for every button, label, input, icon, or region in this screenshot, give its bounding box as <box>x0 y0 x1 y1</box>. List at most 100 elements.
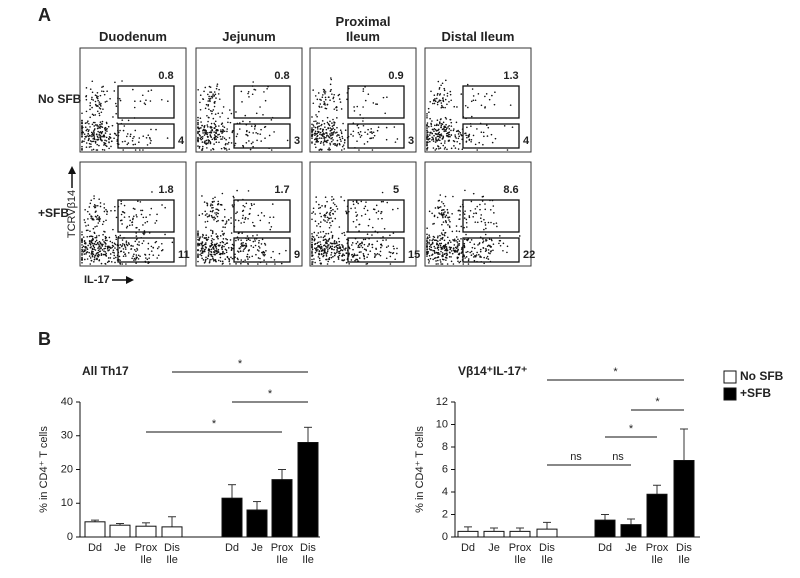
flow-event <box>392 253 394 255</box>
flow-event <box>227 121 229 123</box>
flow-event <box>319 257 321 259</box>
flow-event <box>448 140 450 142</box>
flow-event <box>428 260 430 262</box>
flow-event <box>260 129 262 131</box>
flow-event <box>210 211 212 213</box>
flow-event <box>132 138 134 140</box>
flow-event <box>156 220 158 222</box>
flow-event <box>249 208 251 210</box>
flow-event <box>450 247 452 249</box>
flow-event <box>96 124 98 126</box>
flow-event <box>457 246 459 248</box>
flow-event <box>438 124 440 126</box>
flow-event <box>344 142 346 144</box>
flow-event <box>314 244 316 246</box>
flow-event <box>94 257 96 259</box>
flow-event <box>202 251 204 253</box>
flow-event <box>329 127 331 129</box>
flow-event <box>368 243 370 245</box>
flow-event <box>226 251 228 253</box>
flow-event <box>440 251 442 253</box>
flow-event <box>208 104 210 106</box>
flow-event <box>92 236 94 238</box>
flow-event <box>96 139 98 141</box>
flow-event <box>394 126 396 128</box>
flow-event <box>444 232 446 234</box>
flow-event <box>438 81 440 83</box>
flow-event <box>476 213 478 215</box>
flow-event <box>215 126 217 128</box>
flow-event <box>429 134 431 136</box>
flow-event <box>457 130 459 132</box>
flow-event <box>224 138 226 140</box>
flow-event <box>493 212 495 214</box>
flow-event <box>467 240 469 242</box>
flow-event <box>426 117 428 119</box>
flow-event <box>333 202 335 204</box>
flow-event <box>340 248 342 250</box>
flow-event <box>324 104 326 106</box>
flow-event <box>433 135 435 137</box>
flow-event <box>220 136 222 138</box>
flow-event <box>446 255 448 257</box>
flow-event <box>207 238 209 240</box>
flow-event <box>329 121 331 123</box>
flow-event <box>250 149 252 151</box>
flow-event <box>99 115 101 117</box>
flow-event <box>438 256 440 258</box>
flow-event <box>222 122 224 124</box>
flow-event <box>454 134 456 136</box>
flow-event <box>357 203 359 205</box>
column-header: Proximal Ileum <box>323 8 403 44</box>
flow-event <box>98 198 100 200</box>
flow-event <box>209 262 211 264</box>
flow-event <box>128 243 130 245</box>
flow-event <box>451 213 453 215</box>
flow-event <box>437 240 439 242</box>
flow-event <box>135 250 137 252</box>
flow-event <box>207 132 209 134</box>
gate-value: 15 <box>408 249 420 261</box>
flow-event <box>464 217 466 219</box>
x-tick-label: Dd <box>82 542 108 554</box>
flow-event <box>248 250 250 252</box>
flow-event <box>340 129 342 131</box>
flow-event <box>315 114 317 116</box>
flow-event <box>84 241 86 243</box>
flow-event <box>273 131 275 133</box>
flow-event <box>440 263 442 265</box>
flow-event <box>138 241 140 243</box>
flow-event <box>444 245 446 247</box>
flow-event <box>471 139 473 141</box>
flow-event <box>138 141 140 143</box>
flow-event <box>363 256 365 258</box>
flow-event <box>318 204 320 206</box>
flow-event <box>210 251 212 253</box>
flow-event <box>336 127 338 129</box>
flow-event <box>255 89 257 91</box>
flow-event <box>211 244 213 246</box>
flow-event <box>426 227 428 229</box>
flow-event <box>486 239 488 241</box>
flow-event <box>108 257 110 259</box>
flow-event <box>314 213 316 215</box>
flow-event <box>108 141 110 143</box>
flow-event <box>209 91 211 93</box>
flow-event <box>317 127 319 129</box>
flow-event <box>319 247 321 249</box>
flow-event <box>446 249 448 251</box>
flow-event <box>312 261 314 263</box>
flow-event <box>92 244 94 246</box>
flow-event <box>101 86 103 88</box>
flow-event <box>426 243 428 245</box>
flow-event <box>215 130 217 132</box>
flow-event <box>436 252 438 254</box>
flow-event <box>352 249 354 251</box>
flow-event <box>200 121 202 123</box>
flow-event <box>222 245 224 247</box>
flow-event <box>442 255 444 257</box>
flow-event <box>204 211 206 213</box>
flow-event <box>100 247 102 249</box>
flow-event <box>353 204 355 206</box>
flow-event <box>258 240 260 242</box>
